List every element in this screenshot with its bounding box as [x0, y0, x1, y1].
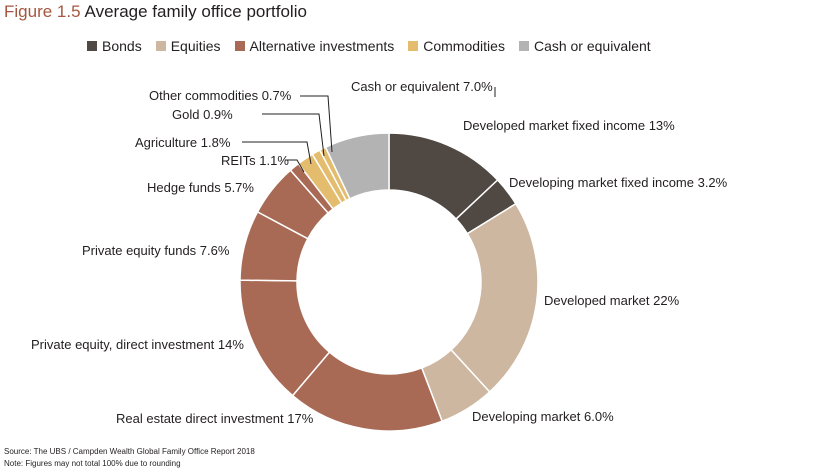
source-note: Source: The UBS / Campden Wealth Global …	[4, 447, 255, 456]
legend-item-bonds: Bonds	[87, 38, 142, 54]
slice-label: Private equity funds 7.6%	[82, 243, 230, 258]
slice-label: Hedge funds 5.7%	[147, 180, 254, 195]
chart-footer: Source: The UBS / Campden Wealth Global …	[4, 446, 255, 470]
legend-swatch-bonds	[87, 41, 97, 51]
legend-item-cash: Cash or equivalent	[518, 38, 651, 54]
legend-swatch-alternative-investments	[234, 41, 245, 51]
leader-line	[300, 95, 333, 153]
slice-label: Developing market 6.0%	[472, 409, 614, 424]
slice-label: Cash or equivalent 7.0%	[351, 79, 493, 94]
donut-slice	[450, 202, 539, 393]
legend-label-alternative-investments: Alternative investments	[249, 38, 395, 54]
slice-label: Other commodities 0.7%	[149, 88, 292, 103]
legend-swatch-equities	[155, 41, 166, 51]
legend-item-equities: Equities	[155, 38, 221, 54]
slice-label: Developed market 22%	[544, 293, 680, 308]
slice-label: Private equity, direct investment 14%	[31, 337, 244, 352]
legend-label-cash: Cash or equivalent	[533, 38, 651, 54]
rounding-note: Note: Figures may not total 100% due to …	[4, 459, 181, 468]
figure-title-text: Average family office portfolio	[84, 2, 307, 21]
slice-label: Agriculture 1.8%	[135, 135, 231, 150]
leader-line	[285, 159, 305, 173]
legend-swatch-commodities	[408, 41, 419, 51]
leader-line	[262, 113, 325, 157]
slice-label: REITs 1.1%	[221, 153, 289, 168]
chart-legend: Bonds Equities Alternative investments C…	[87, 38, 651, 54]
legend-item-commodities: Commodities	[408, 38, 505, 54]
figure-number: Figure 1.5	[4, 2, 81, 21]
legend-swatch-cash	[518, 41, 529, 51]
legend-label-bonds: Bonds	[102, 38, 142, 54]
legend-item-alternative-investments: Alternative investments	[234, 38, 395, 54]
legend-label-commodities: Commodities	[423, 38, 505, 54]
donut-slice	[324, 132, 390, 200]
legend-label-equities: Equities	[170, 38, 221, 54]
slice-label: Developed market fixed income 13%	[463, 118, 675, 133]
leader-line	[242, 141, 312, 165]
slice-label: Gold 0.9%	[172, 107, 233, 122]
slice-label: Developing market fixed income 3.2%	[509, 175, 728, 190]
figure-title: Figure 1.5 Average family office portfoli…	[4, 2, 307, 22]
slice-label: Real estate direct investment 17%	[116, 411, 314, 426]
